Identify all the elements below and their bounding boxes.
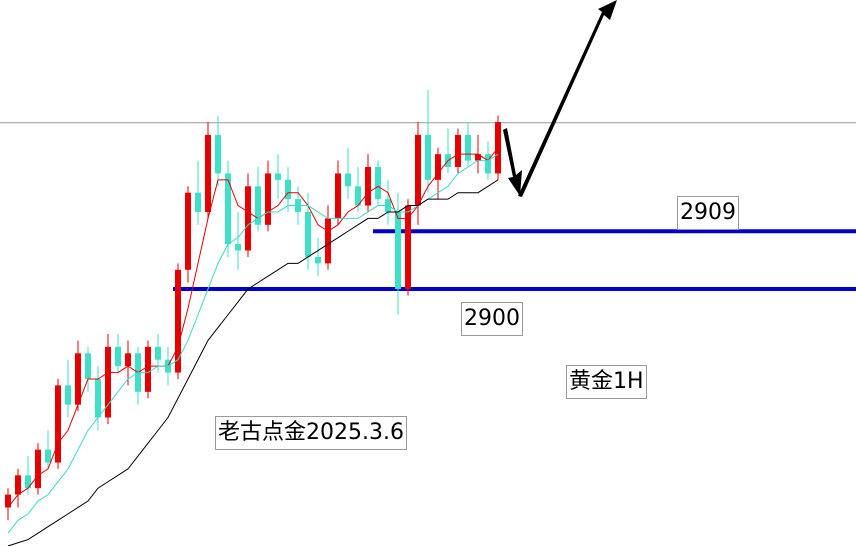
watermark: 老古点金2025.3.6 [215, 416, 407, 450]
level-label: 2900 [461, 302, 523, 336]
candle-body [475, 154, 481, 161]
candle-body [5, 494, 11, 508]
candle-body [275, 173, 281, 180]
candle-body [265, 173, 271, 225]
candle-body [85, 353, 91, 379]
candle-body [175, 269, 181, 373]
candle-body [315, 256, 321, 264]
candle-body [485, 154, 491, 174]
candle-body [285, 179, 291, 200]
candle-body [355, 186, 361, 206]
moving-average [7, 147, 499, 508]
candle-body [45, 449, 51, 463]
candle-body [105, 346, 111, 418]
moving-average [7, 153, 499, 534]
level-label: 2909 [677, 196, 739, 230]
arrow-up [518, 0, 617, 197]
candle-body [395, 211, 401, 290]
candle-body [195, 192, 201, 212]
candle-body [465, 134, 471, 161]
candle-body [215, 134, 221, 174]
candle-body [185, 192, 191, 270]
candle-body [255, 186, 261, 225]
candle-body [145, 346, 151, 392]
candle-body [35, 449, 41, 489]
arrow-down [503, 128, 522, 196]
candle-body [425, 134, 431, 180]
candle-body [345, 173, 351, 187]
candle-body [335, 173, 341, 219]
candle-body [75, 353, 81, 405]
candle-body [455, 134, 461, 168]
candle-body [375, 167, 381, 200]
candle-body [415, 134, 421, 206]
candle-body [25, 475, 31, 489]
candle-body [435, 154, 441, 180]
candle-body [155, 346, 161, 360]
candle-body [225, 173, 231, 245]
candle-body [405, 205, 411, 290]
candle-body [115, 346, 121, 367]
candle-body [205, 134, 211, 212]
candle-body [365, 167, 371, 206]
candle-body [125, 353, 131, 367]
candle-body [325, 218, 331, 264]
candle-body [245, 186, 251, 251]
candle-body [15, 475, 21, 495]
candle-body [95, 378, 101, 418]
candle-body [55, 385, 61, 463]
chart-title: 黄金1H [566, 365, 647, 399]
candle-body [235, 244, 241, 251]
candle-body [305, 211, 311, 257]
candle-body [65, 385, 71, 405]
moving-average [7, 179, 499, 546]
